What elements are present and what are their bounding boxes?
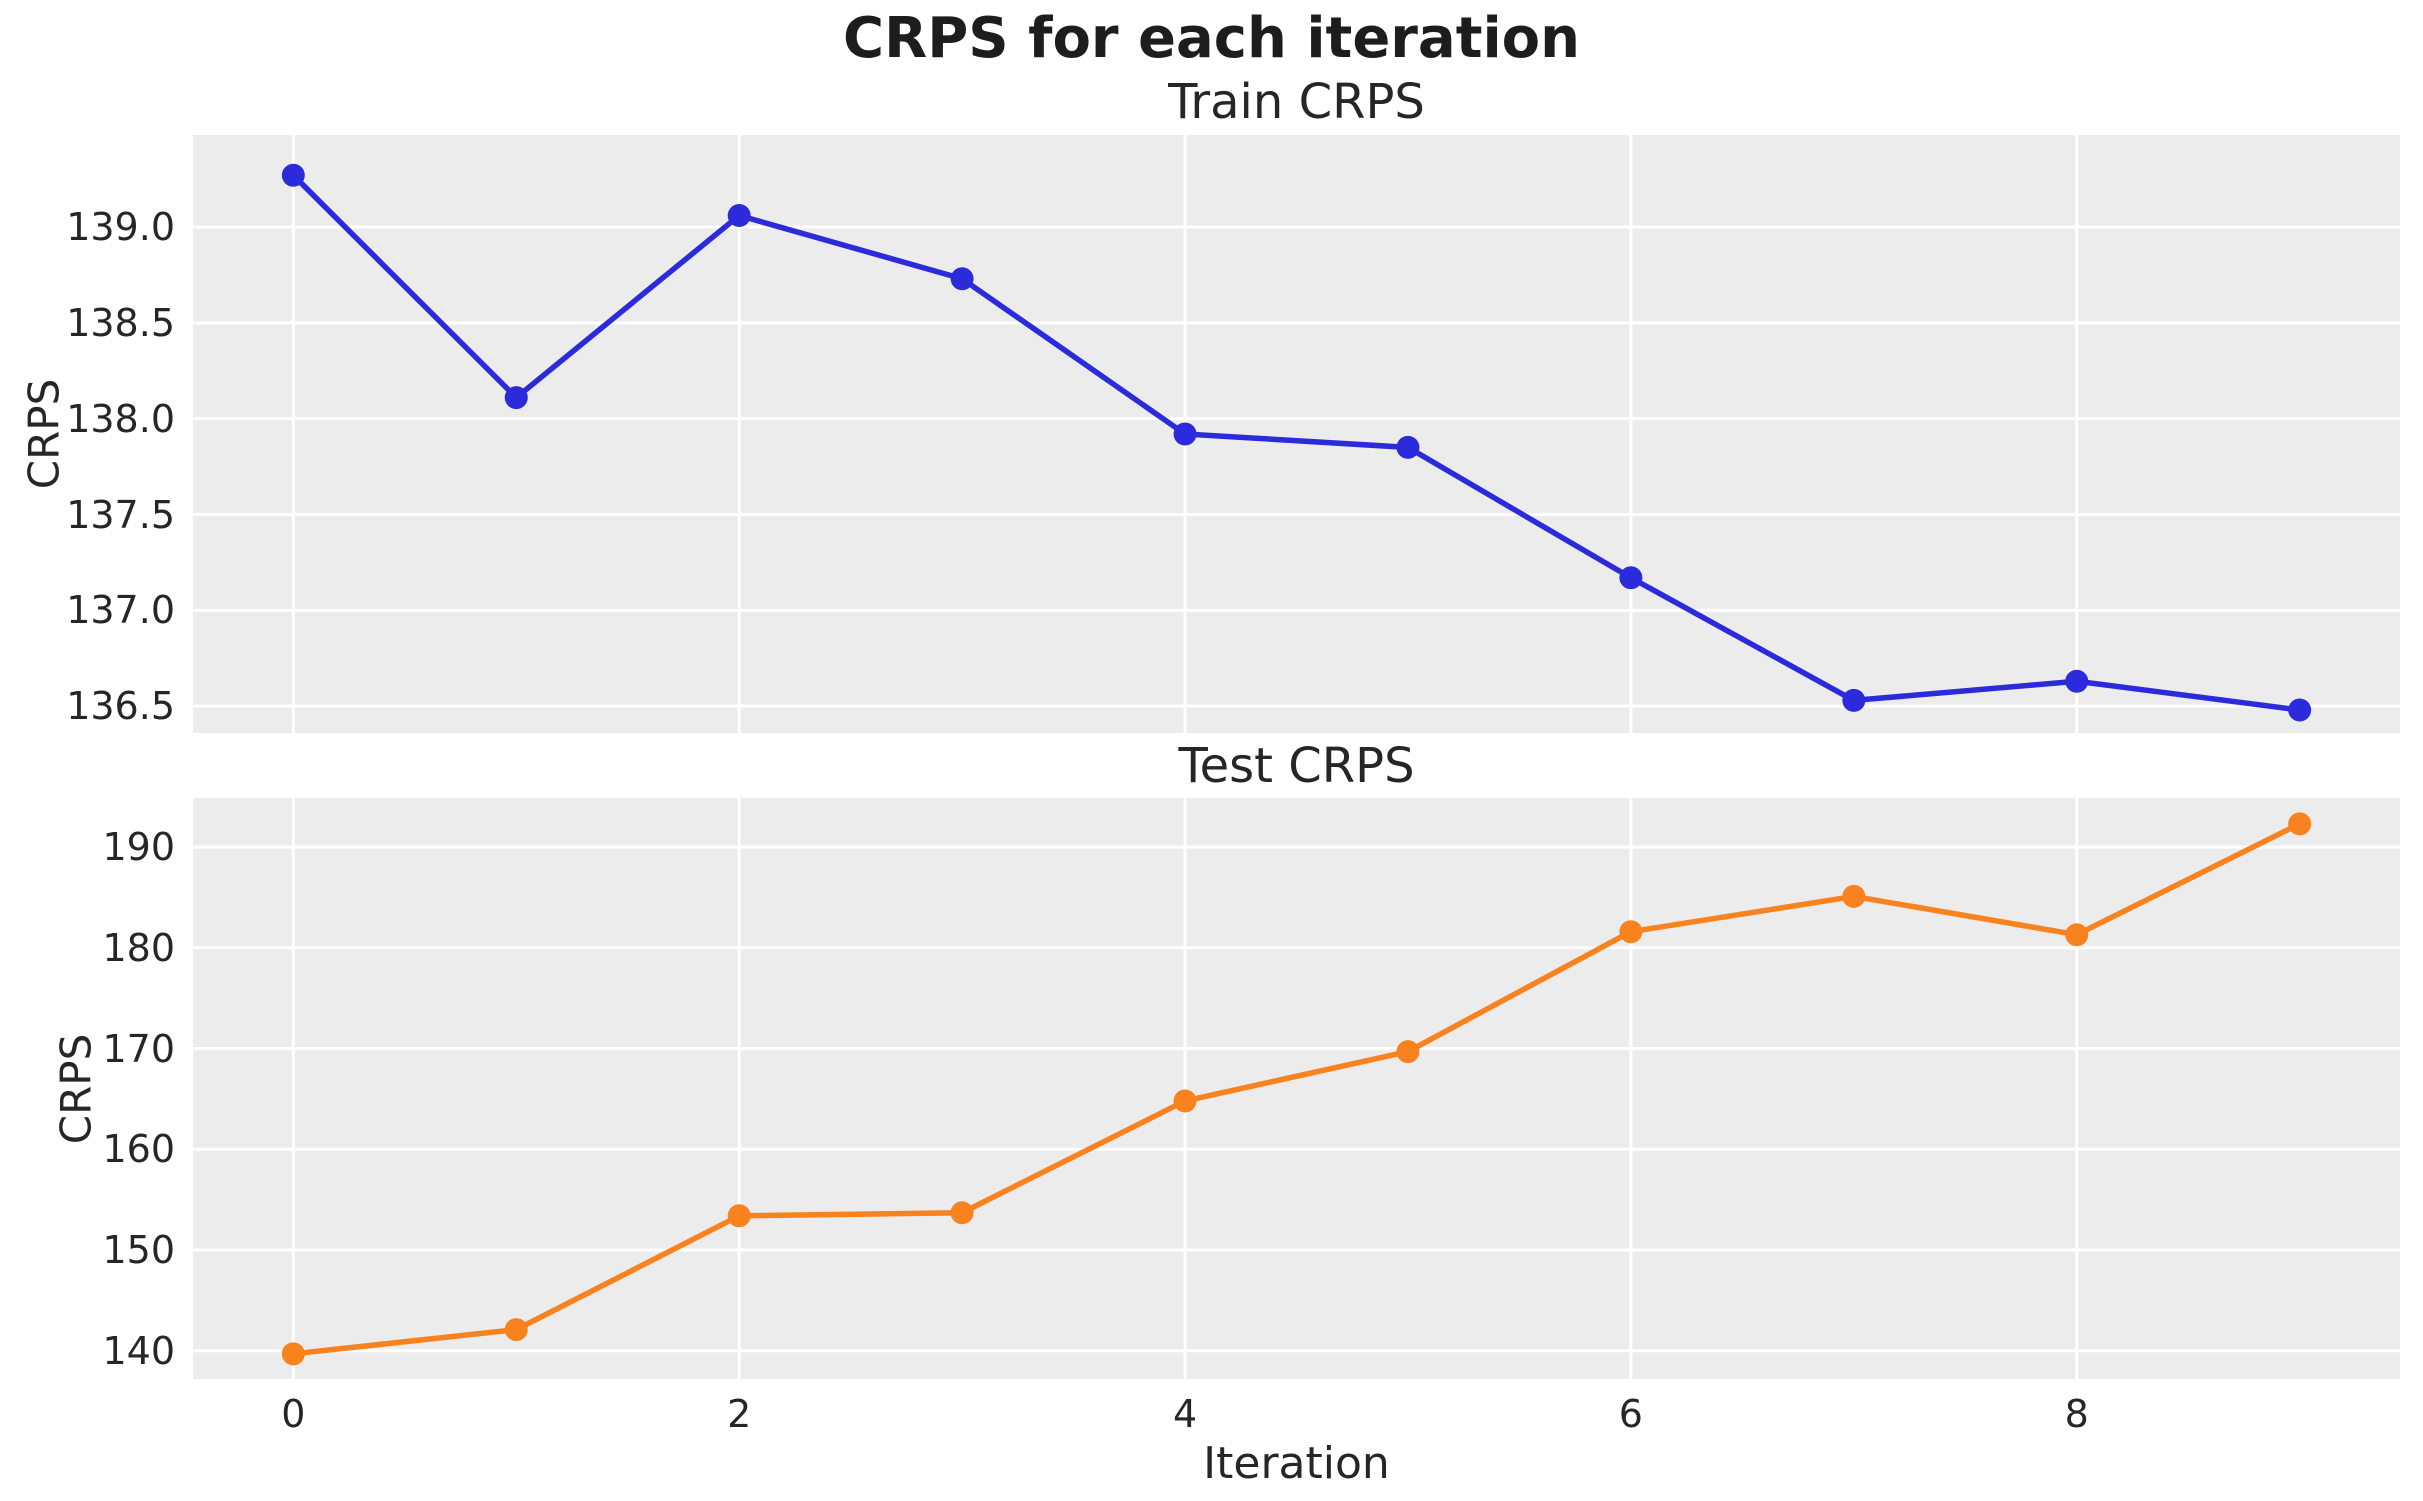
y-tick-label: 180 <box>102 925 175 970</box>
train-axes-area <box>193 135 2400 733</box>
train-crps-line <box>290 172 2303 713</box>
figure-title: CRPS for each iteration <box>842 6 1581 71</box>
y-tick-label: 170 <box>102 1026 175 1071</box>
test-crps-point <box>1396 1040 1420 1064</box>
y-tick-label: 139.0 <box>66 205 175 249</box>
test-crps-point <box>2065 923 2089 947</box>
test-crps-line <box>290 821 2303 1357</box>
train-subplot-title: Train CRPS <box>1168 74 1425 130</box>
y-tick-label: 190 <box>102 825 175 870</box>
y-tick-label: 150 <box>102 1228 175 1273</box>
x-tick-label: 2 <box>727 1392 752 1436</box>
test-crps-plot <box>193 798 2400 1379</box>
y-tick-label: 160 <box>102 1127 175 1172</box>
train-crps-point <box>2065 669 2089 693</box>
test-crps-point <box>950 1201 974 1225</box>
test-crps-point <box>727 1204 751 1228</box>
y-tick-label: 140 <box>102 1328 175 1373</box>
test-crps-point <box>1173 1089 1197 1113</box>
test-subplot-title: Test CRPS <box>1178 738 1415 794</box>
gridlines <box>193 798 2400 1379</box>
y-tick-label: 137.0 <box>66 588 175 633</box>
y-tick-label: 137.5 <box>66 492 175 537</box>
train-crps-point <box>504 386 528 410</box>
x-tick-label: 6 <box>1618 1392 1643 1436</box>
test-crps-point <box>2288 812 2312 836</box>
test-crps-point <box>1842 884 1866 908</box>
x-tick-label: 0 <box>281 1392 306 1436</box>
test-crps-point <box>281 1342 305 1366</box>
x-tick-label: 8 <box>2064 1392 2089 1436</box>
train-crps-point <box>1842 688 1866 712</box>
y-tick-label: 138.0 <box>66 396 175 441</box>
test-crps-point <box>504 1318 528 1342</box>
train-crps-point <box>281 163 305 187</box>
train-crps-point <box>1619 566 1643 590</box>
gridlines <box>193 135 2400 733</box>
train-crps-point <box>1173 422 1197 446</box>
test-crps-point <box>1619 920 1643 944</box>
x-tick-label: 4 <box>1172 1392 1198 1436</box>
train-crps-point <box>1396 435 1420 459</box>
x-axis-label: Iteration <box>1203 1438 1390 1489</box>
train-crps-point <box>950 267 974 291</box>
train-crps-point <box>727 204 751 227</box>
train-crps-plot <box>193 135 2400 733</box>
test-axes-area <box>193 798 2400 1379</box>
y-tick-label: 136.5 <box>66 684 175 729</box>
train-crps-point <box>2288 698 2312 722</box>
y-tick-label: 138.5 <box>66 300 175 345</box>
